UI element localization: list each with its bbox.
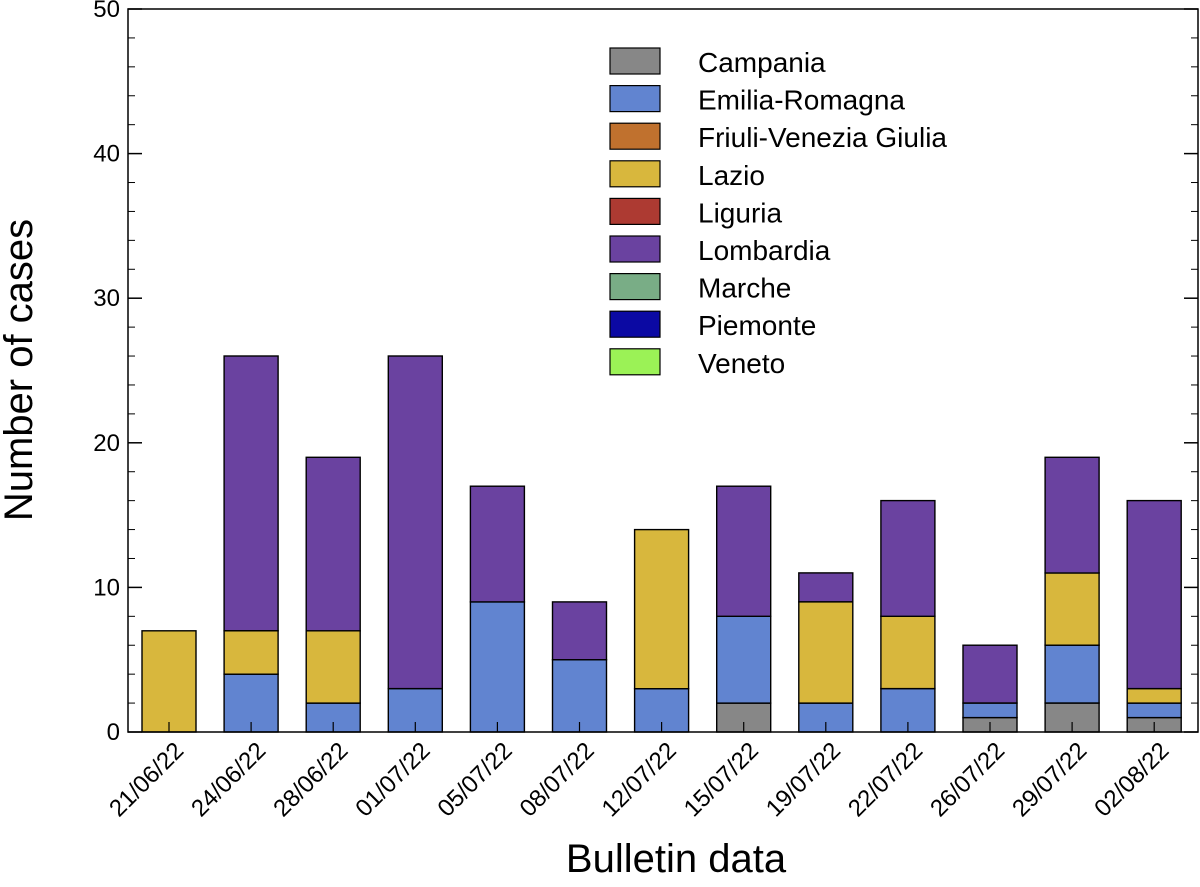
legend-label: Veneto — [698, 348, 785, 379]
bar-segment-lombardia — [716, 485, 772, 618]
legend-label: Friuli-Venezia Giulia — [698, 122, 947, 153]
bar-stack-02-08-22 — [1126, 499, 1182, 733]
x-tick-label: 02/08/22 — [1089, 737, 1174, 822]
bar-segment-lazio — [223, 630, 279, 675]
y-tick-label: 30 — [93, 285, 120, 312]
legend-label: Lazio — [698, 160, 765, 191]
legend-swatch — [609, 235, 661, 263]
legend-label: Lombardia — [698, 235, 831, 266]
bar-stack-21-06-22 — [141, 630, 197, 733]
bar-segment-lombardia — [1044, 456, 1100, 574]
bar-segment-lombardia — [962, 644, 1018, 704]
legend-label: Piemonte — [698, 310, 816, 341]
x-tick-label: 22/07/22 — [843, 737, 928, 822]
legend-label: Liguria — [698, 197, 782, 228]
y-tick-label: 20 — [93, 430, 120, 457]
legend: Campania Emilia-Romagna Friuli-Venezia Giu… — [609, 47, 947, 379]
x-tick-label: 21/06/22 — [104, 737, 189, 822]
bar-segment-emilia-romagna — [551, 659, 608, 733]
bar-segment-lombardia — [469, 485, 526, 603]
bar-stack-24-06-22 — [223, 355, 279, 733]
legend-label: Campania — [698, 47, 826, 78]
legend-swatch — [609, 84, 661, 113]
bars-layer — [141, 355, 1182, 733]
legend-label: Marche — [698, 273, 791, 304]
bar-segment-lombardia — [798, 572, 854, 603]
bar-stack-08-07-22 — [551, 601, 608, 733]
bar-segment-lazio — [141, 630, 197, 733]
x-tick-label: 05/07/22 — [432, 737, 517, 822]
bar-stack-12-07-22 — [633, 528, 690, 733]
bar-segment-lombardia — [223, 355, 279, 632]
bar-segment-lombardia — [551, 601, 608, 661]
bar-segment-lazio — [798, 601, 854, 704]
x-tick-label: 12/07/22 — [597, 737, 682, 822]
bar-stack-22-07-22 — [880, 499, 936, 733]
y-axis-ticks: 0 10 20 30 40 50 — [93, 0, 1198, 746]
bar-segment-lombardia — [387, 355, 443, 690]
x-axis-title: Bulletin data — [566, 837, 787, 881]
bar-segment-emilia-romagna — [1126, 702, 1182, 719]
y-axis-title: Number of cases — [0, 219, 41, 521]
bar-stack-01-07-22 — [387, 355, 443, 733]
legend-swatch — [609, 122, 661, 150]
legend-swatch — [609, 160, 661, 188]
x-axis-ticks: 21/06/2224/06/2228/06/2201/07/2205/07/22… — [104, 722, 1174, 822]
legend-label: Emilia-Romagna — [698, 85, 905, 116]
legend-swatch — [609, 348, 661, 376]
bar-segment-lazio — [880, 615, 936, 690]
x-tick-label: 15/07/22 — [679, 737, 764, 822]
bar-segment-emilia-romagna — [962, 702, 1018, 719]
bar-stack-05-07-22 — [469, 485, 526, 733]
bar-stack-15-07-22 — [716, 485, 772, 733]
y-tick-label: 0 — [107, 719, 120, 746]
bar-segment-emilia-romagna — [1044, 644, 1100, 704]
bar-segment-lombardia — [1126, 499, 1182, 690]
legend-swatch — [609, 310, 661, 338]
y-tick-label: 10 — [93, 574, 120, 601]
bar-segment-lazio — [633, 528, 690, 690]
x-tick-label: 28/06/22 — [268, 737, 353, 822]
legend-swatch — [609, 47, 661, 75]
bar-segment-lombardia — [880, 499, 936, 618]
bar-segment-lazio — [1044, 572, 1100, 646]
legend-swatch — [609, 197, 661, 225]
x-tick-label: 08/07/22 — [515, 737, 600, 822]
x-tick-label: 26/07/22 — [925, 737, 1010, 822]
bar-segment-emilia-romagna — [469, 601, 526, 733]
y-tick-label: 50 — [93, 0, 120, 23]
x-tick-label: 24/06/22 — [186, 737, 271, 822]
legend-swatch — [609, 273, 661, 301]
bar-stack-26-07-22 — [962, 644, 1018, 733]
y-tick-label: 40 — [93, 141, 120, 168]
x-tick-label: 19/07/22 — [761, 737, 846, 822]
bar-stack-29-07-22 — [1044, 456, 1100, 733]
x-tick-label: 29/07/22 — [1007, 737, 1092, 822]
bar-segment-emilia-romagna — [716, 615, 772, 704]
bar-segment-lombardia — [305, 456, 361, 632]
x-tick-label: 01/07/22 — [350, 737, 435, 822]
bar-stack-28-06-22 — [305, 456, 361, 733]
plot-frame — [127, 8, 1199, 733]
bar-segment-lazio — [1126, 687, 1182, 704]
bar-stack-19-07-22 — [798, 572, 854, 733]
bar-segment-lazio — [305, 630, 361, 704]
